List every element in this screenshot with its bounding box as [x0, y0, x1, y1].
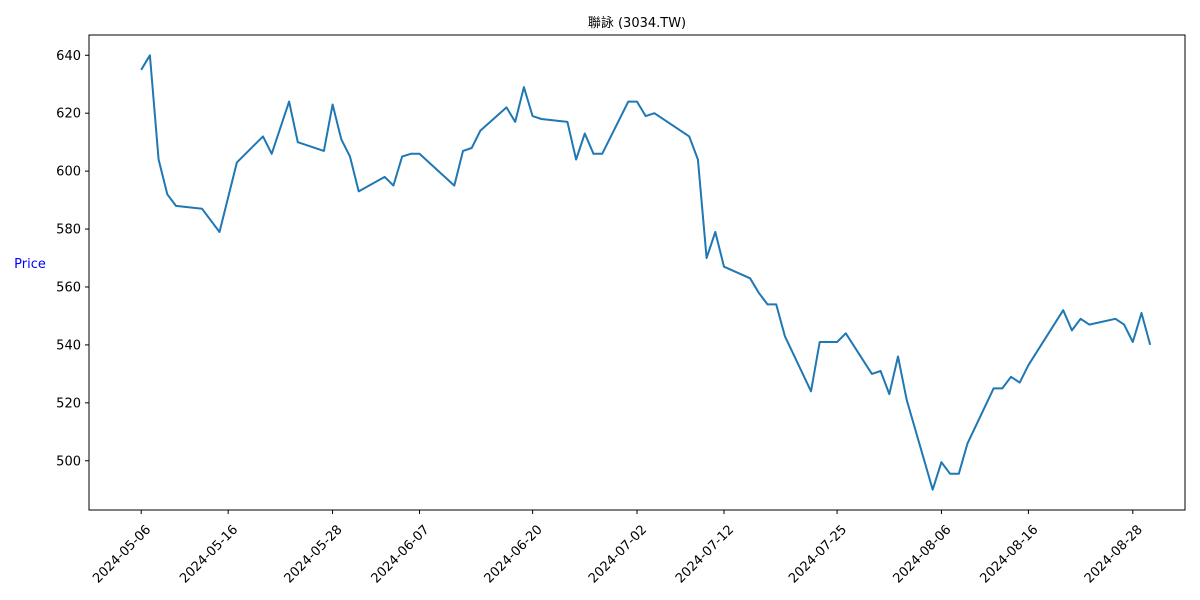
y-tick-label: 520: [56, 396, 81, 411]
y-tick-label: 640: [56, 49, 81, 64]
y-tick-label: 540: [56, 338, 81, 353]
plot-area-frame: [88, 34, 1186, 511]
chart-title: 聯詠 (3034.TW): [588, 15, 686, 31]
price-series-line: [140, 54, 1152, 491]
y-tick-label: 580: [56, 223, 81, 238]
y-tick-label: 560: [56, 280, 81, 295]
y-tick-label: 500: [56, 454, 81, 469]
y-axis-ticks: 500 520 540 560 580 600 620 640: [56, 49, 89, 469]
y-tick-label: 620: [56, 107, 81, 122]
y-axis-label: Price: [14, 257, 46, 272]
y-tick-label: 600: [56, 165, 81, 180]
